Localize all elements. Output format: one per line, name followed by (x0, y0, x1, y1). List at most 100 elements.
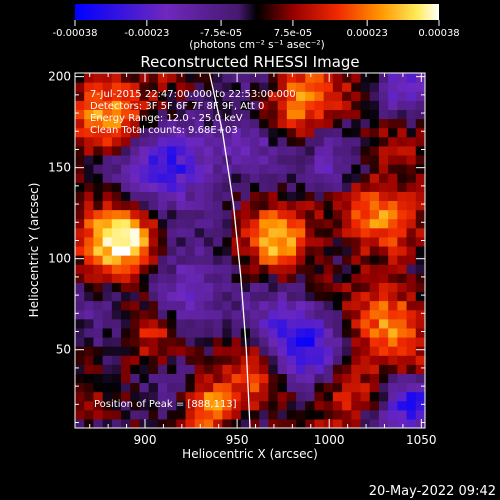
heatmap-cell (415, 109, 425, 120)
heatmap-cell (314, 291, 325, 302)
heatmap-cell (93, 309, 104, 320)
heatmap-cell (259, 327, 270, 338)
heatmap-cell (250, 373, 260, 384)
heatmap-cell (397, 382, 408, 393)
heatmap-cell (139, 227, 150, 238)
heatmap-cell (378, 118, 389, 129)
heatmap-cell (250, 227, 260, 238)
heatmap-cell (314, 127, 325, 138)
heatmap-cell (130, 336, 141, 347)
heatmap-cell (332, 245, 343, 256)
heatmap-cell (93, 145, 104, 156)
heatmap-cell (397, 200, 408, 211)
heatmap-cell (176, 255, 187, 265)
heatmap-cell (111, 400, 122, 411)
heatmap-cell (139, 418, 150, 428)
heatmap-cell (222, 264, 233, 274)
heatmap-cell (332, 264, 343, 274)
heatmap-cell (185, 182, 196, 192)
heatmap-cell (415, 355, 425, 365)
heatmap-cell (259, 73, 270, 83)
heatmap-cell (222, 382, 233, 393)
heatmap-cell (314, 373, 325, 384)
heatmap-cell (378, 391, 389, 402)
x-axis-label: Heliocentric X (arcsec) (182, 447, 318, 461)
heatmap-cell (369, 291, 380, 302)
heatmap-cell (194, 182, 205, 192)
heatmap-cell (305, 227, 316, 238)
heatmap-cell (406, 364, 417, 374)
heatmap-cell (240, 300, 251, 311)
heatmap-cell (75, 309, 85, 320)
heatmap-cell (397, 255, 408, 265)
heatmap-cell (130, 291, 141, 302)
heatmap-cell (231, 418, 242, 428)
heatmap-cell (360, 145, 371, 156)
heatmap-cell (360, 82, 371, 92)
heatmap-cell (194, 109, 205, 120)
heatmap-cell (185, 136, 196, 147)
annotation-detectors: Detectors: 3F 5F 6F 7F 8F 9F, Att 0 (90, 101, 264, 112)
heatmap-cell (139, 391, 150, 402)
y-tick-label: 150 (48, 161, 71, 175)
heatmap-cell (378, 255, 389, 265)
heatmap-cell (378, 154, 389, 165)
heatmap-cell (222, 318, 233, 329)
heatmap-cell (259, 136, 270, 147)
heatmap-cell (203, 336, 214, 347)
heatmap-cell (176, 264, 187, 274)
heatmap-cell (121, 282, 131, 293)
heatmap-cell (222, 173, 233, 183)
heatmap-cell (84, 391, 95, 402)
heatmap-cell (259, 164, 270, 174)
heatmap-cell (369, 82, 380, 92)
heatmap-grid (75, 73, 425, 428)
heatmap-cell (305, 136, 316, 147)
heatmap-cell (342, 409, 352, 420)
heatmap-cell (139, 245, 150, 256)
heatmap-cell (222, 236, 233, 247)
heatmap-cell (406, 236, 417, 247)
heatmap-cell (84, 218, 95, 229)
heatmap-cell (148, 73, 159, 83)
heatmap-cell (185, 82, 196, 92)
heatmap-cell (121, 364, 131, 374)
heatmap-cell (268, 418, 279, 428)
heatmap-cell (277, 73, 288, 83)
heatmap-cell (121, 391, 131, 402)
heatmap-cell (323, 400, 334, 411)
heatmap-cell (323, 182, 334, 192)
heatmap-cell (139, 255, 150, 265)
heatmap-cell (194, 418, 205, 428)
heatmap-cell (194, 300, 205, 311)
heatmap-cell (250, 200, 260, 211)
heatmap-cell (268, 409, 279, 420)
heatmap-cell (323, 318, 334, 329)
y-axis-label: Heliocentric Y (arcsec) (27, 183, 41, 318)
heatmap-cell (397, 182, 408, 192)
heatmap-cell (351, 109, 362, 120)
heatmap-cell (277, 291, 288, 302)
heatmap-cell (415, 346, 425, 356)
heatmap-cell (139, 273, 150, 283)
heatmap-cell (213, 91, 223, 101)
heatmap-cell (286, 173, 297, 183)
heatmap-cell (323, 264, 334, 274)
heatmap-cell (75, 336, 85, 347)
heatmap-cell (75, 236, 85, 247)
heatmap-cell (139, 355, 150, 365)
heatmap-cell (314, 173, 325, 183)
heatmap-cell (139, 173, 150, 183)
heatmap-cell (222, 136, 233, 147)
heatmap-cell (167, 327, 177, 338)
heatmap-cell (296, 73, 306, 83)
heatmap-cell (157, 264, 168, 274)
heatmap-cell (332, 282, 343, 293)
heatmap-cell (388, 327, 398, 338)
heatmap-cell (176, 182, 187, 192)
heatmap-cell (378, 336, 389, 347)
heatmap-cell (314, 400, 325, 411)
heatmap-cell (397, 327, 408, 338)
heatmap-cell (84, 173, 95, 183)
heatmap-cell (332, 300, 343, 311)
